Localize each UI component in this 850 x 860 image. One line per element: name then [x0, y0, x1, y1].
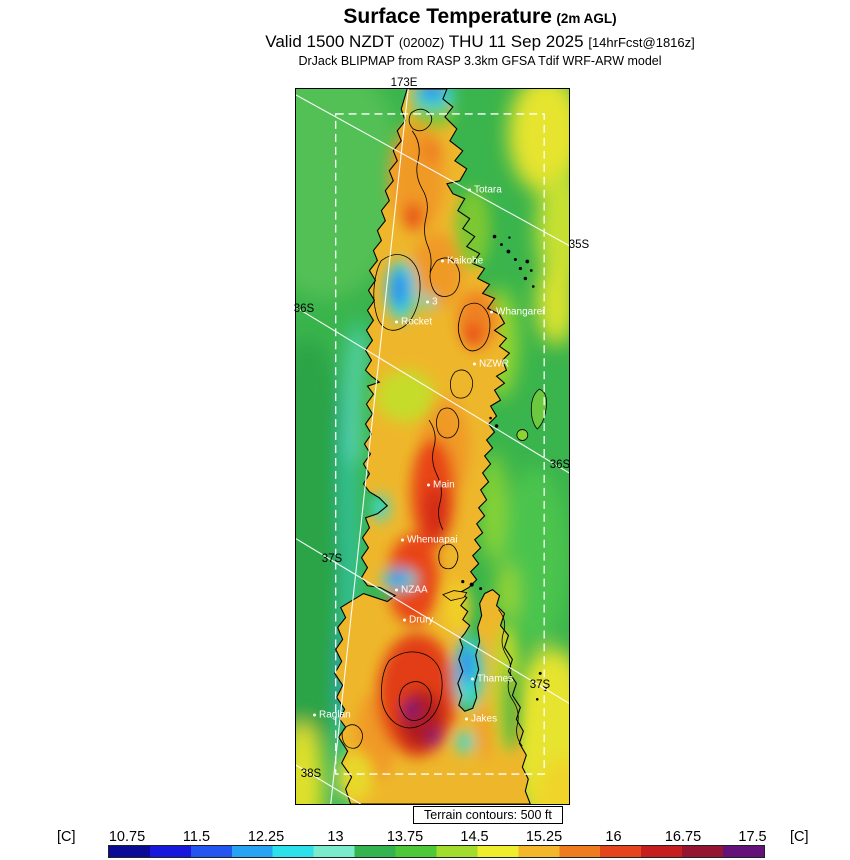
valid-date: THU 11 Sep 2025 — [448, 32, 584, 51]
islands — [442, 234, 547, 701]
temperature-map-svg — [296, 89, 569, 804]
page-title-suffix: (2m AGL) — [556, 11, 617, 26]
colorbar-tick-14.5: 14.5 — [460, 829, 489, 845]
page-title: Surface Temperature — [343, 5, 552, 28]
colorbar-tick-16.75: 16.75 — [664, 829, 702, 845]
colorbar — [108, 845, 765, 858]
colorbar-tick-15.25: 15.25 — [525, 829, 563, 845]
valid-zulu: (0200Z) — [398, 35, 445, 50]
domain-boundary-dashed — [335, 113, 545, 775]
grid-label-35s: 35S — [568, 239, 590, 251]
terrain-contours-note: Terrain contours: 500 ft — [413, 806, 563, 824]
colorbar-tick-12.25: 12.25 — [247, 829, 285, 845]
model-description: DrJack BLIPMAP from RASP 3.3km GFSA Tdif… — [298, 54, 662, 68]
colorbar-unit-left: [C] — [57, 829, 76, 845]
valid-line: Valid 1500 NZDT (0200Z) THU 11 Sep 2025 … — [110, 31, 850, 53]
chart-header: Surface Temperature (2m AGL) Valid 1500 … — [110, 4, 850, 69]
colorbar-tick-13.75: 13.75 — [386, 829, 424, 845]
forecast-tag: [14hrFcst@1816z] — [588, 35, 695, 50]
forecast-map — [295, 88, 570, 805]
colorbar-tick-17.5: 17.5 — [738, 829, 767, 845]
colorbar-tick-11.5: 11.5 — [182, 829, 211, 845]
terrain-contours — [341, 108, 523, 749]
colorbar-tick-10.75: 10.75 — [108, 829, 146, 845]
colorbar-tick-16: 16 — [605, 829, 622, 845]
graticule — [296, 89, 569, 804]
title-line: Surface Temperature (2m AGL) — [110, 4, 850, 31]
valid-time: Valid 1500 NZDT — [265, 32, 395, 51]
colorbar-unit-right: [C] — [790, 829, 809, 845]
colorbar-tick-labels: 10.75 11.5 12.25 13 13.75 14.5 15.25 16 16.75 17.… — [0, 829, 850, 845]
colorbar-tick-13: 13 — [327, 829, 344, 845]
